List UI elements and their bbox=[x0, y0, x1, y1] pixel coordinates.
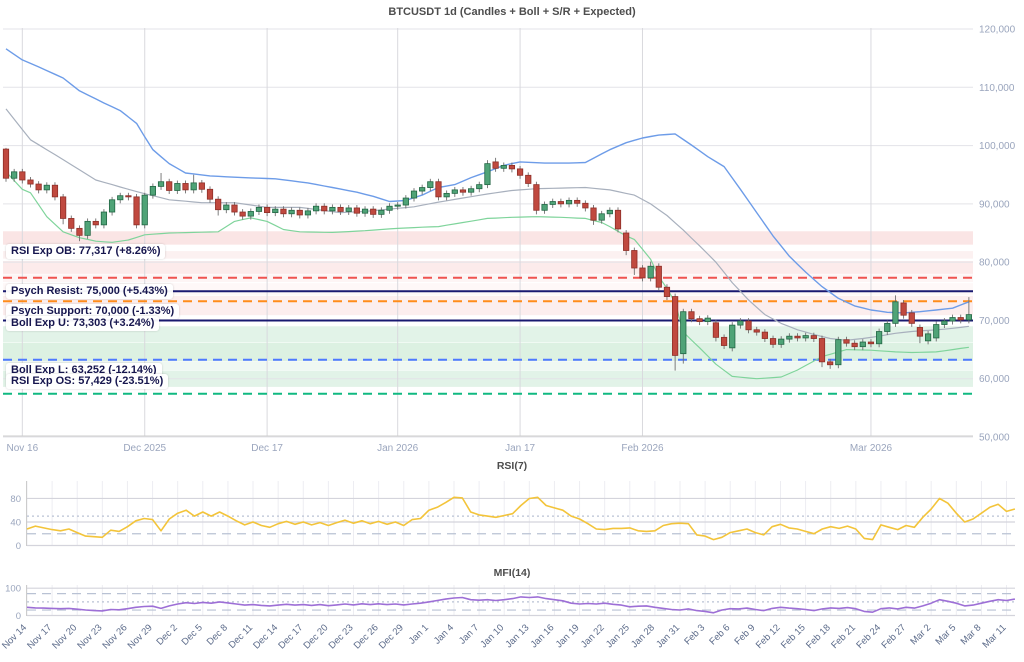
svg-text:100,000: 100,000 bbox=[979, 141, 1016, 152]
svg-text:Feb 3: Feb 3 bbox=[682, 622, 707, 647]
svg-text:Mar 8: Mar 8 bbox=[959, 622, 984, 647]
rsi-exp-os-label: RSI Exp OS: 57,429 (-23.51%) bbox=[6, 374, 169, 389]
svg-text:Jan 22: Jan 22 bbox=[579, 622, 607, 650]
svg-text:0: 0 bbox=[16, 541, 21, 552]
svg-text:Dec 5: Dec 5 bbox=[180, 622, 205, 647]
svg-text:Dec 29: Dec 29 bbox=[377, 622, 406, 651]
svg-text:Jan 1: Jan 1 bbox=[407, 622, 431, 646]
svg-text:Jan 25: Jan 25 bbox=[604, 622, 632, 650]
psych-resist-label: Psych Resist: 75,000 (+5.43%) bbox=[6, 284, 173, 299]
svg-text:Dec 17: Dec 17 bbox=[251, 443, 283, 454]
svg-text:Feb 15: Feb 15 bbox=[779, 622, 808, 651]
svg-text:40: 40 bbox=[10, 517, 21, 528]
svg-text:Nov 26: Nov 26 bbox=[101, 622, 130, 651]
svg-text:Nov 17: Nov 17 bbox=[25, 622, 54, 651]
svg-text:120,000: 120,000 bbox=[979, 25, 1016, 36]
psych-support-label: Psych Support: 70,000 (-1.33%) bbox=[6, 304, 180, 319]
svg-text:Dec 23: Dec 23 bbox=[327, 622, 356, 651]
svg-text:Nov 20: Nov 20 bbox=[50, 622, 79, 651]
svg-text:50,000: 50,000 bbox=[979, 433, 1010, 444]
svg-text:Dec 20: Dec 20 bbox=[301, 622, 330, 651]
svg-text:Jan 16: Jan 16 bbox=[529, 622, 557, 650]
svg-text:Jan 19: Jan 19 bbox=[554, 622, 582, 650]
svg-text:Feb 6: Feb 6 bbox=[707, 622, 732, 647]
svg-text:Dec 14: Dec 14 bbox=[251, 622, 280, 651]
svg-text:Feb 18: Feb 18 bbox=[804, 622, 833, 651]
chart-title: BTCUSDT 1d (Candles + Boll + S/R + Expec… bbox=[388, 6, 636, 18]
svg-text:100: 100 bbox=[5, 584, 21, 595]
svg-text:Jan 17: Jan 17 bbox=[505, 443, 535, 454]
svg-text:90,000: 90,000 bbox=[979, 199, 1010, 210]
svg-text:80: 80 bbox=[10, 494, 21, 505]
rsi-exp-ob-label: RSI Exp OB: 77,317 (+8.26%) bbox=[6, 244, 166, 259]
svg-text:Jan 28: Jan 28 bbox=[629, 622, 657, 650]
svg-text:Dec 17: Dec 17 bbox=[276, 622, 305, 651]
svg-text:Mar 2026: Mar 2026 bbox=[850, 443, 893, 454]
svg-text:Feb 27: Feb 27 bbox=[879, 622, 908, 651]
svg-text:Feb 24: Feb 24 bbox=[854, 622, 883, 651]
svg-text:Jan 13: Jan 13 bbox=[503, 622, 531, 650]
svg-text:Nov 16: Nov 16 bbox=[6, 443, 38, 454]
svg-text:Dec 2: Dec 2 bbox=[154, 622, 179, 647]
mfi-panel-title: MFI(14) bbox=[493, 567, 531, 579]
svg-text:Feb 12: Feb 12 bbox=[754, 622, 783, 651]
svg-text:Jan 2026: Jan 2026 bbox=[377, 443, 419, 454]
svg-text:Feb 2026: Feb 2026 bbox=[621, 443, 664, 454]
svg-text:Mar 2: Mar 2 bbox=[908, 622, 933, 647]
svg-text:Mar 5: Mar 5 bbox=[933, 622, 958, 647]
svg-text:Jan 4: Jan 4 bbox=[432, 622, 456, 646]
svg-text:Feb 21: Feb 21 bbox=[829, 622, 858, 651]
svg-text:60,000: 60,000 bbox=[979, 374, 1010, 385]
svg-text:Nov 23: Nov 23 bbox=[75, 622, 104, 651]
svg-text:Dec 2025: Dec 2025 bbox=[123, 443, 166, 454]
svg-text:Jan 10: Jan 10 bbox=[478, 622, 506, 650]
svg-text:80,000: 80,000 bbox=[979, 258, 1010, 269]
svg-text:Nov 29: Nov 29 bbox=[126, 622, 155, 651]
svg-text:Dec 26: Dec 26 bbox=[352, 622, 381, 651]
svg-text:Nov 14: Nov 14 bbox=[0, 622, 29, 651]
svg-text:Dec 11: Dec 11 bbox=[227, 622, 256, 651]
rsi-panel-title: RSI(7) bbox=[496, 460, 528, 472]
boll-exp-u-label: Boll Exp U: 73,303 (+3.24%) bbox=[6, 316, 160, 331]
svg-text:0: 0 bbox=[16, 611, 21, 622]
svg-text:110,000: 110,000 bbox=[979, 83, 1015, 94]
svg-text:70,000: 70,000 bbox=[979, 316, 1010, 327]
svg-text:Mar 11: Mar 11 bbox=[980, 622, 1008, 650]
svg-text:Jan 31: Jan 31 bbox=[654, 622, 682, 650]
